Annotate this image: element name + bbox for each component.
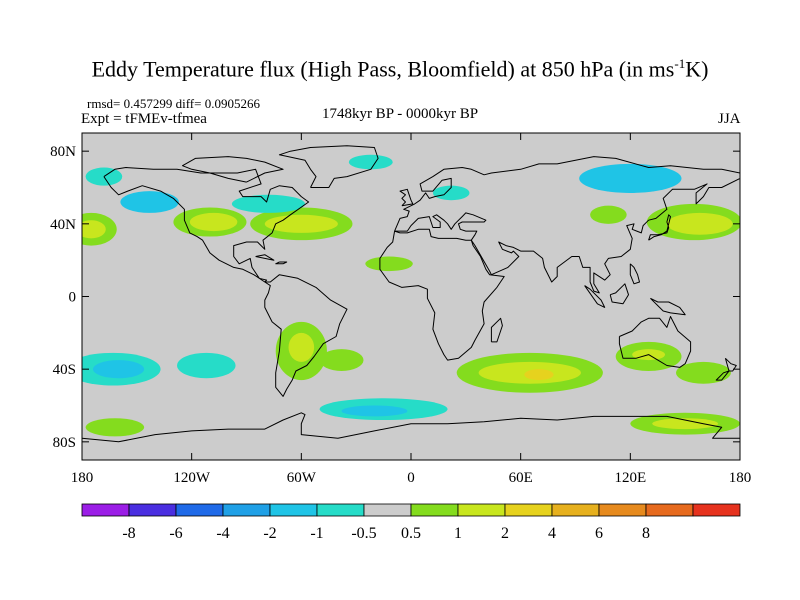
colorbar-swatch — [128, 503, 177, 517]
anomaly-region — [177, 352, 236, 379]
colorbar-swatch — [175, 503, 224, 517]
anomaly-region — [348, 154, 393, 170]
anomaly-region — [676, 361, 731, 384]
colorbar-label: -6 — [169, 525, 182, 542]
chart-title: Eddy Temperature flux (High Pass, Bloomf… — [0, 56, 800, 82]
colorbar-label: 1 — [454, 525, 462, 542]
coastline — [490, 317, 503, 343]
anomaly-region — [524, 369, 554, 381]
anomaly-region — [579, 163, 682, 193]
colorbar-swatch — [598, 503, 647, 517]
colorbar-swatch — [363, 503, 412, 517]
colorbar-label: -8 — [122, 525, 135, 542]
title-main-text: Eddy Temperature flux (High Pass, Bloomf… — [91, 56, 675, 82]
anomaly-region — [666, 212, 733, 235]
colorbar-swatch — [457, 503, 506, 517]
coastline — [255, 254, 275, 261]
coastlines — [82, 145, 740, 443]
anomaly-region — [319, 349, 364, 371]
x-tick-label: 120E — [614, 470, 646, 486]
colorbar-label: 0.5 — [401, 525, 421, 542]
anomaly-region — [85, 418, 145, 437]
coastline — [724, 357, 737, 372]
coastline — [182, 156, 284, 183]
coastline — [264, 274, 348, 397]
x-tick-label: 60E — [509, 470, 533, 486]
coastline — [103, 167, 310, 283]
anomaly-region — [652, 418, 719, 430]
y-tick-label: 80N — [50, 144, 76, 160]
colorbar: -8 -6 -4 -2 -1 -0.5 0.5 1 2 4 6 8 — [81, 503, 741, 542]
colorbar-label: -1 — [310, 525, 323, 542]
coastline — [609, 283, 629, 305]
colorbar-label: 4 — [548, 525, 556, 542]
colorbar-label: 2 — [501, 525, 509, 542]
anomaly-region — [590, 205, 627, 224]
coastline — [278, 145, 379, 188]
coastline — [275, 261, 288, 265]
colorbar-swatch — [692, 503, 741, 517]
colorbar-swatch — [316, 503, 365, 517]
anomaly-region — [432, 185, 470, 201]
experiment-label: Expt = tFMEv-tfmea — [81, 111, 207, 127]
colorbar-label: 8 — [642, 525, 650, 542]
coastline — [715, 370, 730, 381]
coastline — [648, 214, 671, 241]
y-tick-label: 40S — [53, 362, 76, 378]
anomaly-region — [92, 360, 145, 379]
y-tick-label: 40N — [50, 217, 76, 233]
coastline — [394, 156, 740, 294]
colorbar-swatch — [504, 503, 553, 517]
anomaly-region — [341, 405, 408, 417]
colorbar-swatch — [551, 503, 600, 517]
anomaly-region — [264, 214, 338, 233]
x-tick-label: 60W — [287, 470, 317, 486]
colorbar-label: -2 — [263, 525, 276, 542]
x-tick-label: 180 — [729, 470, 752, 486]
coastline — [629, 263, 640, 285]
anomaly-region — [365, 256, 413, 272]
anomaly-region — [231, 194, 305, 213]
colorbar-swatch — [222, 503, 271, 517]
map-ticks: 180 120W 60W 0 60E 120E 180 80N 40N 0 40S 80S — [50, 133, 751, 486]
anomaly-region — [120, 191, 179, 213]
coastline — [399, 188, 414, 207]
x-tick-label: 120W — [173, 470, 211, 486]
colorbar-swatch — [645, 503, 694, 517]
anomaly-region — [82, 220, 106, 239]
y-tick-label: 80S — [53, 435, 76, 451]
title-end-text: K) — [685, 56, 709, 82]
season-label: JJA — [718, 111, 741, 127]
period-label: 1748kyr BP - 0000kyr BP — [321, 106, 479, 122]
title-superscript: -1 — [674, 56, 686, 71]
coastline — [618, 316, 692, 368]
x-tick-label: 0 — [407, 470, 415, 486]
anomaly-region — [189, 212, 238, 232]
colorbar-label: -4 — [216, 525, 229, 542]
coastline — [650, 297, 686, 316]
colorbar-swatch — [269, 503, 318, 517]
colorbar-swatch — [410, 503, 459, 517]
anomaly-regions — [82, 154, 740, 437]
anomaly-region — [288, 332, 315, 362]
coastline — [82, 412, 740, 443]
stats-text: rmsd= 0.457299 diff= 0.0905266 — [87, 96, 260, 111]
colorbar-swatch — [81, 503, 130, 517]
colorbar-label: 6 — [595, 525, 603, 542]
y-tick-label: 0 — [69, 290, 77, 306]
coastline — [584, 285, 606, 308]
x-tick-label: 180 — [71, 470, 94, 486]
colorbar-label: -0.5 — [351, 525, 376, 542]
coastline — [379, 228, 505, 361]
